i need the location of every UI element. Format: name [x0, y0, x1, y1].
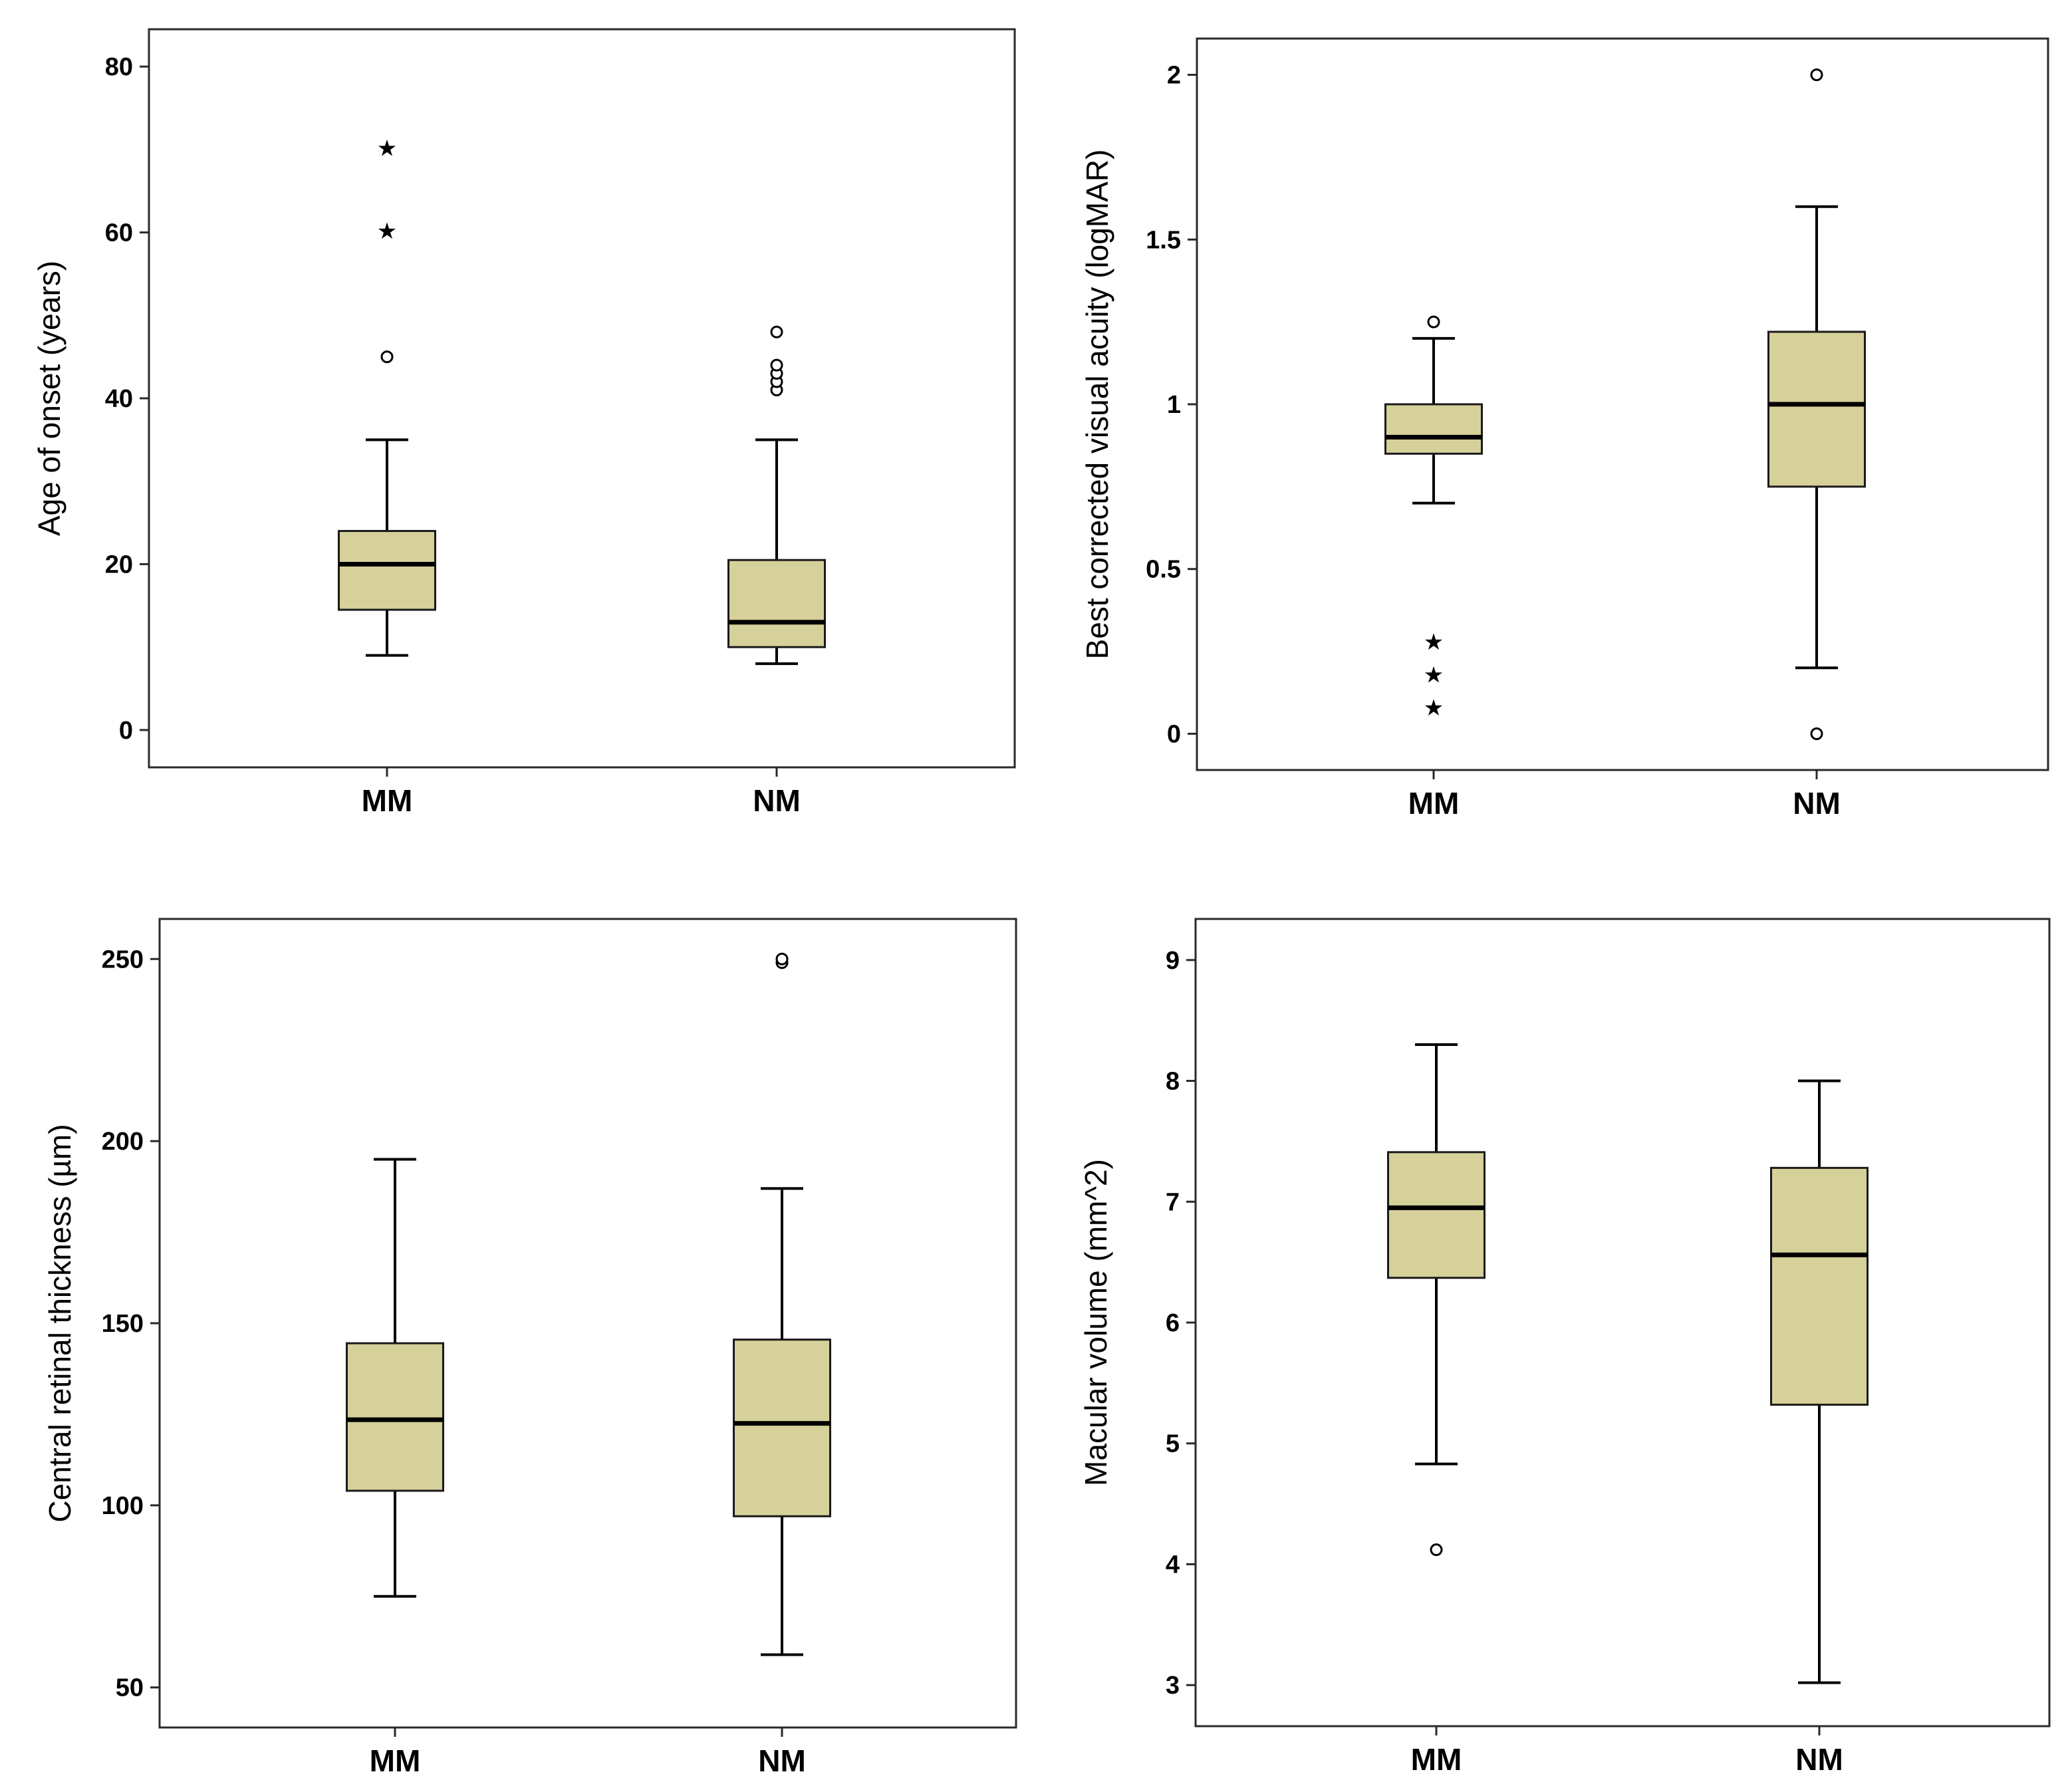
y-axis-title: Central retinal thickness (µm) [43, 1124, 77, 1522]
iqr-box [727, 559, 826, 648]
iqr-box [1384, 403, 1483, 455]
boxplot-panel-2: 0 0.5 1 1.5 2 Best corrected visual acuity (l… [1080, 37, 2049, 821]
outlier-point [1810, 727, 1823, 740]
extreme-point: ★ [1424, 662, 1444, 688]
y-tick-label: 1 [1167, 391, 1181, 419]
iqr-box [1767, 330, 1866, 488]
iqr-box [1387, 1151, 1486, 1279]
y-tick-label: 0 [1167, 720, 1181, 748]
y-tick-label: 9 [1166, 947, 1180, 975]
y-tick-label: 200 [102, 1128, 144, 1156]
x-category-label: NM [753, 783, 801, 818]
y-tick-label: 60 [105, 219, 133, 247]
y-tick-label: 8 [1166, 1068, 1180, 1096]
y-tick-label: 80 [105, 53, 133, 81]
y-tick-label: 6 [1166, 1309, 1180, 1337]
x-category-label: MM [1411, 1742, 1462, 1777]
boxplot-panel-3: 50 100 150 200 250 Central retinal thickness … [43, 918, 1017, 1778]
outlier-point [1427, 315, 1440, 328]
x-category-label: NM [1795, 1742, 1843, 1777]
outlier-point [770, 358, 783, 372]
y-tick-label: 50 [116, 1674, 144, 1702]
extreme-point: ★ [1424, 696, 1444, 721]
x-category-label: MM [1408, 786, 1460, 821]
y-tick-label: 0 [119, 717, 133, 745]
y-tick-label: 3 [1166, 1672, 1180, 1700]
box-nm [727, 325, 826, 666]
y-tick-label: 2 [1167, 62, 1181, 90]
y-tick-label: 250 [102, 946, 144, 973]
box-nm [733, 952, 831, 1656]
extreme-point: ★ [377, 219, 397, 244]
outlier-point [1430, 1543, 1443, 1557]
outlier-point [770, 325, 783, 338]
iqr-box [346, 1342, 444, 1492]
iqr-box [733, 1339, 831, 1517]
box-mm [1387, 1043, 1486, 1557]
y-tick-label: 20 [105, 551, 133, 578]
outlier-point [1810, 68, 1823, 82]
x-category-label: MM [362, 783, 413, 818]
y-tick-label: 1.5 [1146, 226, 1181, 254]
x-category-label: NM [758, 1743, 806, 1778]
box-mm [346, 1158, 444, 1598]
y-tick-label: 7 [1166, 1188, 1180, 1216]
y-tick-label: 40 [105, 385, 133, 413]
box-mm: ★ ★ ★ [1384, 315, 1483, 721]
extreme-point: ★ [377, 136, 397, 161]
iqr-box [338, 530, 436, 611]
y-tick-label: 4 [1166, 1551, 1180, 1579]
y-tick-label: 0.5 [1146, 556, 1181, 584]
outlier-point [380, 350, 394, 364]
y-axis-title: Age of onset (years) [32, 261, 66, 536]
boxplot-panel-4: 3 4 5 6 7 8 9 Macular volume (mm^2) MM NM [1079, 918, 2051, 1777]
y-axis-title: Macular volume (mm^2) [1079, 1159, 1113, 1486]
extreme-point: ★ [1424, 630, 1444, 655]
box-nm [1767, 68, 1866, 740]
box-nm [1770, 1079, 1869, 1684]
y-tick-label: 150 [102, 1310, 144, 1338]
x-category-label: NM [1793, 786, 1841, 821]
iqr-box [1770, 1166, 1869, 1406]
y-axis-title: Best corrected visual acuity (logMAR) [1080, 150, 1114, 660]
box-mm: ★★ [338, 136, 436, 657]
y-tick-label: 5 [1166, 1430, 1180, 1458]
y-tick-label: 100 [102, 1492, 144, 1520]
x-category-label: MM [370, 1743, 421, 1778]
outlier-point [775, 952, 789, 965]
